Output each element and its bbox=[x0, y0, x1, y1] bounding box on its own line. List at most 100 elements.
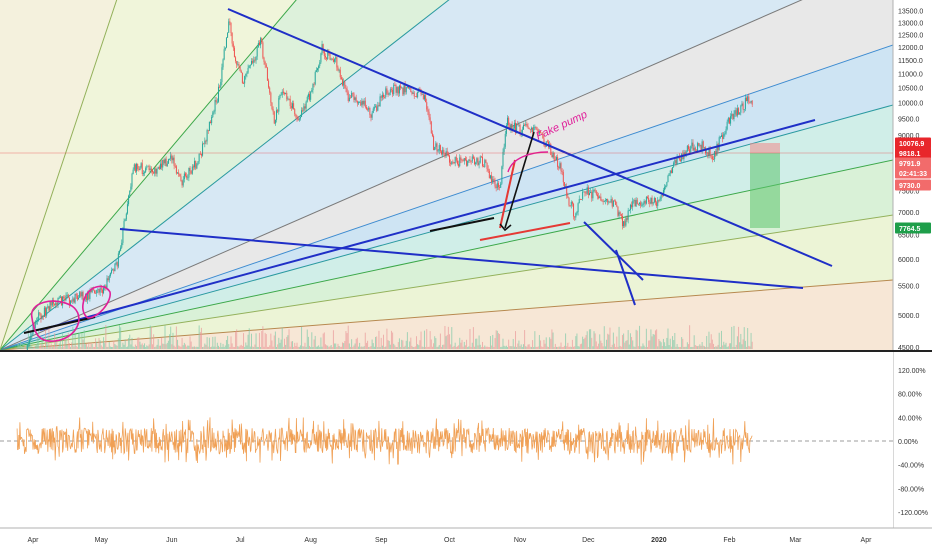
candle-body bbox=[274, 119, 276, 124]
volume-bar bbox=[171, 344, 173, 349]
volume-bar bbox=[329, 346, 331, 349]
volume-bar bbox=[595, 341, 597, 349]
candle-body bbox=[106, 278, 108, 288]
volume-bar bbox=[405, 340, 407, 349]
candle-body bbox=[230, 22, 232, 34]
volume-bar bbox=[402, 340, 404, 349]
short-position-tool[interactable] bbox=[750, 143, 780, 228]
trendline-rising-main[interactable] bbox=[39, 119, 816, 331]
candle-body bbox=[27, 343, 29, 345]
candle-body bbox=[695, 150, 697, 152]
trendline-red-pump[interactable] bbox=[499, 159, 516, 229]
candle-body bbox=[349, 97, 351, 99]
candle-body bbox=[250, 61, 252, 65]
volume-bar bbox=[436, 346, 438, 349]
candle-body bbox=[406, 86, 408, 88]
candle-body bbox=[495, 186, 497, 189]
candle-body bbox=[748, 96, 750, 103]
trendline-black-oct[interactable] bbox=[429, 217, 495, 232]
volume-bar bbox=[652, 334, 654, 349]
candle-body bbox=[301, 110, 303, 117]
volume-bar bbox=[344, 340, 346, 349]
candle-body bbox=[467, 160, 469, 166]
trendline-support-lower[interactable] bbox=[119, 228, 804, 289]
candle-body bbox=[487, 168, 489, 171]
price-tag-label: 7764.5 bbox=[899, 226, 921, 233]
candle-body bbox=[388, 92, 390, 95]
volume-bar bbox=[477, 345, 479, 349]
candle-body bbox=[216, 101, 218, 103]
candle-body bbox=[269, 87, 271, 93]
candle-body bbox=[619, 212, 621, 214]
volume-bar bbox=[46, 340, 48, 349]
volume-bar bbox=[269, 345, 271, 349]
fan-band-gray bbox=[0, 0, 893, 350]
volume-bar bbox=[730, 343, 732, 349]
candle-body bbox=[600, 196, 602, 201]
candle-body bbox=[30, 336, 32, 340]
volume-bar bbox=[302, 346, 304, 349]
volume-bar bbox=[723, 341, 725, 349]
volume-bar bbox=[91, 344, 93, 349]
volume-bar bbox=[311, 332, 313, 349]
volume-bar bbox=[34, 345, 36, 349]
candle-body bbox=[634, 200, 636, 207]
candle-body bbox=[184, 173, 186, 176]
drawings[interactable] bbox=[23, 8, 833, 342]
volume-bar bbox=[717, 344, 719, 349]
candle-body bbox=[468, 159, 470, 161]
candle-body bbox=[338, 69, 340, 71]
trendline-descending-top[interactable] bbox=[227, 8, 833, 267]
volume-bar bbox=[208, 337, 210, 349]
time-axis[interactable]: Apr May Jun Jul Aug Sep Oct Nov Dec 2020 Feb Mar Apr bbox=[28, 537, 873, 544]
candle-body bbox=[190, 171, 192, 174]
candle-body bbox=[351, 92, 353, 98]
candle-body bbox=[225, 37, 227, 48]
volume-bar bbox=[517, 343, 519, 349]
volume-bar bbox=[224, 345, 226, 349]
candle-body bbox=[276, 110, 278, 120]
candle-body bbox=[151, 170, 153, 172]
volume-bar bbox=[153, 334, 155, 349]
candle-body bbox=[747, 96, 749, 101]
volume-bar bbox=[669, 338, 671, 349]
trendline-dec-short[interactable] bbox=[583, 221, 644, 281]
candle-body bbox=[116, 262, 118, 267]
trendline-red-1[interactable] bbox=[479, 222, 571, 241]
volume-bar bbox=[30, 337, 32, 349]
volume-bar bbox=[340, 346, 342, 349]
candle-body bbox=[445, 151, 447, 157]
volume-bar bbox=[71, 342, 73, 349]
volume-bar bbox=[541, 346, 543, 349]
candle-body bbox=[271, 102, 273, 109]
time-tick-label: Oct bbox=[444, 537, 455, 544]
volume-bar bbox=[186, 346, 188, 349]
arrow-black-up[interactable] bbox=[504, 131, 535, 229]
candle-body bbox=[438, 145, 440, 151]
volume-bar bbox=[265, 334, 267, 349]
candle-body bbox=[526, 124, 528, 127]
candle-body bbox=[302, 110, 304, 111]
magenta-arc-pump[interactable] bbox=[507, 151, 549, 173]
volume-bar bbox=[18, 346, 20, 349]
candle-body bbox=[480, 156, 482, 158]
volume-bar bbox=[41, 336, 43, 349]
osc-axis[interactable]: 120.00% 80.00% 40.00% 0.00% -40.00% -80.00% -1… bbox=[898, 368, 928, 517]
volume-bar bbox=[16, 346, 18, 349]
magenta-circle-1[interactable] bbox=[31, 300, 80, 342]
volume-bar bbox=[288, 329, 290, 349]
candle-body bbox=[610, 199, 612, 202]
volume-bar bbox=[571, 339, 573, 349]
trendline-dec-drop[interactable] bbox=[615, 249, 636, 306]
magenta-circle-2[interactable] bbox=[82, 285, 111, 319]
candle-body bbox=[411, 92, 413, 94]
volume-bar bbox=[347, 325, 349, 349]
volume-bar bbox=[99, 340, 101, 349]
candle-body bbox=[319, 62, 321, 66]
candle-body bbox=[560, 163, 562, 171]
candle-body bbox=[668, 173, 670, 176]
price-axis[interactable]: 13500.0 13000.0 12500.0 12000.0 11500.0 11000… bbox=[898, 9, 923, 352]
candle-body bbox=[642, 203, 644, 206]
volume-bar bbox=[221, 346, 223, 349]
